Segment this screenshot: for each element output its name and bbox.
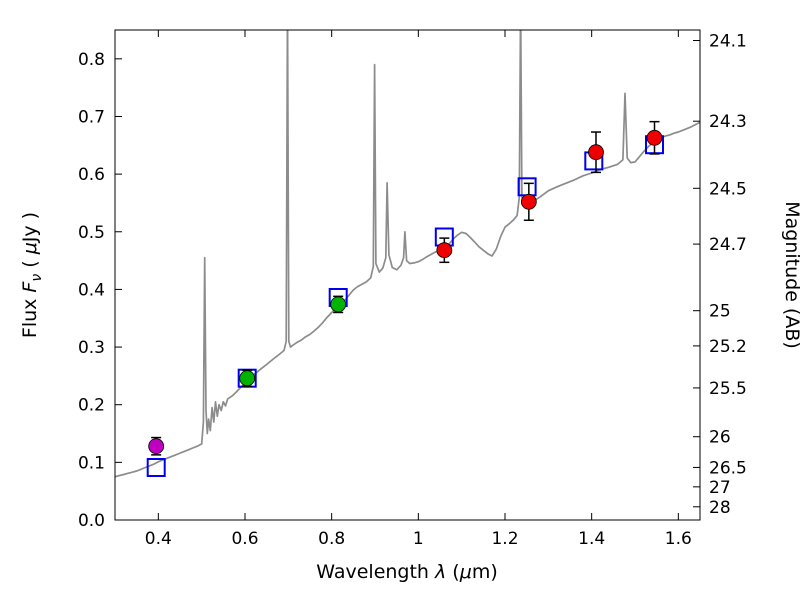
- x-tick-label: 1.2: [491, 529, 518, 549]
- y-axis-label-right: Magnitude (AB): [781, 201, 800, 349]
- y-tick-label-left: 0.4: [78, 280, 105, 300]
- y-tick-label-right: 25.2: [709, 337, 747, 357]
- observed-photometry-point: [588, 144, 604, 161]
- spectrum-line: [115, 30, 700, 478]
- y-tick-label-left: 0.6: [78, 165, 105, 185]
- y-tick-label-right: 26.5: [709, 458, 747, 478]
- y-tick-label-left: 0.3: [78, 338, 105, 358]
- x-tick-label: 1: [413, 529, 424, 549]
- x-tick-label: 1.4: [578, 529, 605, 549]
- x-tick-label: 0.4: [145, 529, 172, 549]
- y-tick-label-right: 25.5: [709, 379, 747, 399]
- y-tick-label-left: 0.1: [78, 453, 105, 473]
- observed-photometry-point: [436, 242, 453, 259]
- x-axis-label: Wavelength λ (μm): [316, 561, 497, 583]
- observed-photometry-point: [239, 370, 256, 387]
- y-tick-label-left: 0.5: [78, 223, 105, 243]
- model-photometry-point: [146, 458, 166, 477]
- y-tick-label-right: 24.7: [709, 235, 747, 255]
- plot-area: 0.4 0.6 0.8 1 1.2 1.4 1.6 0.0 0.1 0.2 0.3 0.4 0.5 0.6…: [78, 29, 747, 549]
- x-tick-label: 0.6: [231, 529, 258, 549]
- y-tick-label-right: 24.1: [709, 31, 747, 51]
- y-tick-label-right: 27: [709, 478, 731, 498]
- y-tick-label-right: 26: [709, 428, 731, 448]
- observed-photometry-point: [520, 193, 537, 210]
- y-tick-label-right: 25: [709, 302, 731, 322]
- x-tick-label: 1.6: [665, 529, 692, 549]
- y-axis-label-left: Flux Fν ( μJy ): [19, 212, 45, 338]
- y-tick-label-right: 24.5: [709, 179, 747, 199]
- plot-frame: [114, 29, 701, 521]
- y-tick-label-left: 0.8: [78, 50, 105, 70]
- observed-photometry-point: [646, 129, 663, 146]
- y-tick-label-right: 28: [709, 498, 731, 518]
- y-tick-label-left: 0.2: [78, 396, 105, 416]
- x-tick-label: 0.8: [318, 529, 345, 549]
- observed-photometry-point: [148, 438, 165, 455]
- observed-photometry-point: [330, 296, 347, 313]
- y-tick-label-left: 0.7: [78, 107, 105, 127]
- y-tick-label-right: 24.3: [709, 112, 747, 132]
- y-tick-label-left: 0.0: [78, 511, 105, 531]
